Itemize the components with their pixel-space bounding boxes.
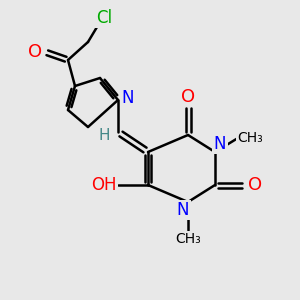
Text: Cl: Cl <box>96 9 112 27</box>
Text: H: H <box>98 128 110 142</box>
Text: O: O <box>28 43 42 61</box>
Text: N: N <box>177 201 189 219</box>
Text: O: O <box>181 88 195 106</box>
Text: N: N <box>122 89 134 107</box>
Text: OH: OH <box>91 176 117 194</box>
Text: O: O <box>248 176 262 194</box>
Text: CH₃: CH₃ <box>175 232 201 246</box>
Text: CH₃: CH₃ <box>237 131 263 145</box>
Text: N: N <box>214 135 226 153</box>
